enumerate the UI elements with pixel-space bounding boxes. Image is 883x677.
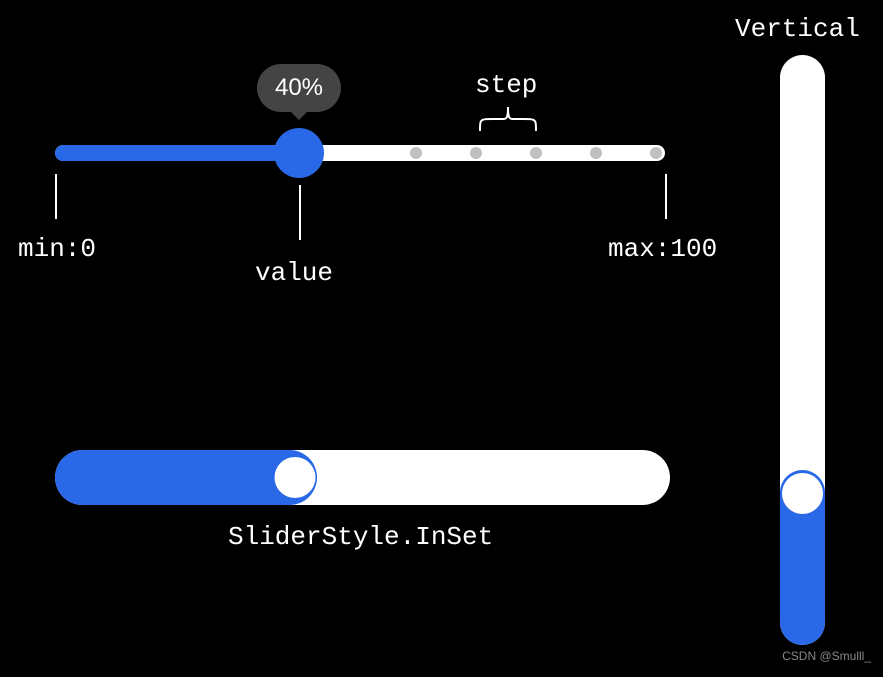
step-dot bbox=[590, 147, 602, 159]
slider-thumb[interactable] bbox=[274, 128, 324, 178]
slider-tooltip: 40% bbox=[257, 64, 341, 112]
step-dot bbox=[470, 147, 482, 159]
max-label: max:100 bbox=[608, 234, 717, 264]
value-label: value bbox=[255, 258, 333, 288]
step-dot bbox=[530, 147, 542, 159]
vertical-slider-thumb[interactable] bbox=[782, 473, 823, 514]
slider-fill bbox=[55, 145, 299, 161]
step-dot bbox=[410, 147, 422, 159]
vertical-slider[interactable] bbox=[780, 55, 825, 645]
inset-style-label: SliderStyle.InSet bbox=[228, 522, 493, 552]
tooltip-text: 40% bbox=[275, 74, 323, 101]
step-dot bbox=[650, 147, 662, 159]
value-tick bbox=[299, 185, 301, 240]
step-label: step bbox=[475, 70, 537, 100]
min-tick bbox=[55, 174, 57, 219]
vertical-label: Vertical bbox=[735, 14, 860, 44]
watermark: CSDN @Smulll_ bbox=[782, 649, 871, 663]
step-brace-icon bbox=[478, 105, 538, 133]
inset-slider[interactable] bbox=[55, 450, 670, 505]
inset-slider-thumb[interactable] bbox=[275, 457, 316, 498]
max-tick bbox=[665, 174, 667, 219]
outset-slider[interactable] bbox=[55, 145, 665, 161]
min-label: min:0 bbox=[18, 234, 96, 264]
